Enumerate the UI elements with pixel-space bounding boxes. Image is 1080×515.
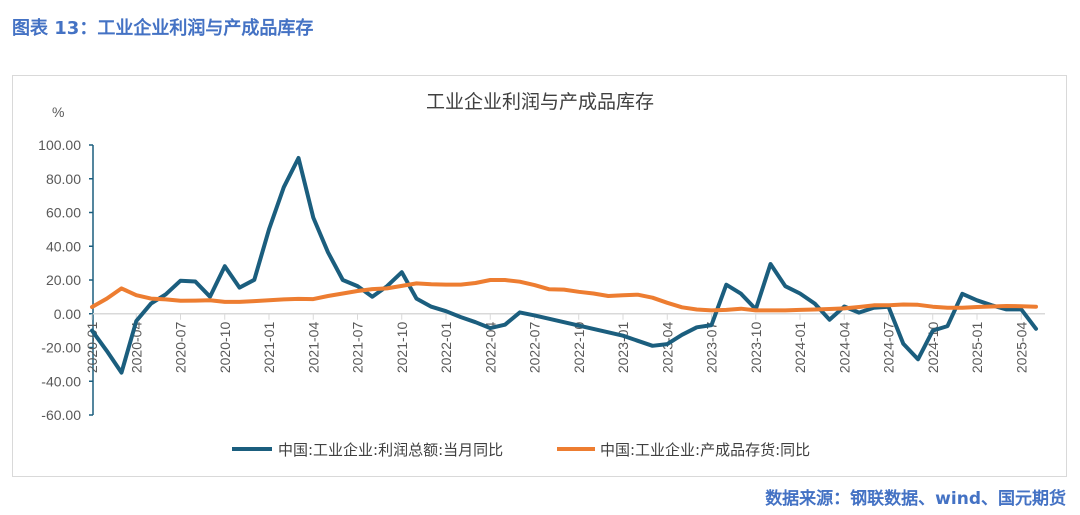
y-tick-label: 0.00 bbox=[54, 306, 81, 322]
x-tick-label: 2020-07 bbox=[173, 322, 189, 374]
y-axis: 100.00 80.00 60.00 40.00 20.00 0.00 -20.00 -40.… bbox=[38, 137, 94, 423]
y-tick-label: 20.00 bbox=[46, 272, 81, 288]
x-axis: 2020-01 2020-04 2020-07 2020-10 2021-01 2021-… bbox=[84, 313, 1045, 374]
x-tick-label: 2024-01 bbox=[792, 322, 808, 374]
x-tick-label: 2025-04 bbox=[1013, 322, 1029, 374]
x-tick-label: 2024-04 bbox=[836, 322, 852, 374]
y-tick-label: -60.00 bbox=[41, 407, 81, 423]
x-tick-label: 2024-07 bbox=[881, 322, 897, 374]
legend-label-inventory: 中国:工业企业:产成品存货:同比 bbox=[600, 441, 810, 459]
y-tick-label: 80.00 bbox=[46, 171, 81, 187]
y-tick-label: 60.00 bbox=[46, 205, 81, 221]
x-tick-label: 2021-07 bbox=[350, 322, 366, 374]
x-tick-label: 2021-04 bbox=[305, 322, 321, 374]
x-tick-label: 2020-10 bbox=[217, 322, 233, 374]
legend-label-profit: 中国:工业企业:利润总额:当月同比 bbox=[278, 441, 503, 459]
chart-frame bbox=[12, 75, 1067, 477]
y-tick-label: 100.00 bbox=[38, 137, 81, 153]
x-tick-label: 2022-07 bbox=[527, 322, 543, 374]
x-tick-label: 2021-10 bbox=[394, 322, 410, 374]
figure-label: 图表 13：工业企业利润与产成品库存 bbox=[12, 18, 314, 39]
x-tick-label: 2022-04 bbox=[482, 322, 498, 374]
legend: 中国:工业企业:利润总额:当月同比 中国:工业企业:产成品存货:同比 bbox=[232, 441, 810, 459]
source-note: 数据来源：钢联数据、wind、国元期货 bbox=[765, 489, 1066, 509]
y-tick-label: 40.00 bbox=[46, 238, 81, 254]
y-tick-label: -20.00 bbox=[41, 340, 81, 356]
x-tick-label: 2025-01 bbox=[969, 322, 985, 374]
x-tick-label: 2023-04 bbox=[659, 322, 675, 374]
x-tick-label: 2023-01 bbox=[615, 322, 631, 374]
y-axis-label: % bbox=[52, 104, 64, 120]
x-tick-label: 2023-07 bbox=[704, 322, 720, 374]
series-line-inventory bbox=[90, 278, 1038, 313]
series-lines bbox=[90, 156, 1038, 375]
x-tick-label: 2022-10 bbox=[571, 322, 587, 374]
y-tick-label: -40.00 bbox=[41, 373, 81, 389]
x-tick-label: 2022-01 bbox=[438, 322, 454, 374]
x-tick-label: 2023-10 bbox=[748, 322, 764, 374]
chart-title: 工业企业利润与产成品库存 bbox=[426, 91, 654, 113]
x-tick-label: 2021-01 bbox=[261, 322, 277, 374]
